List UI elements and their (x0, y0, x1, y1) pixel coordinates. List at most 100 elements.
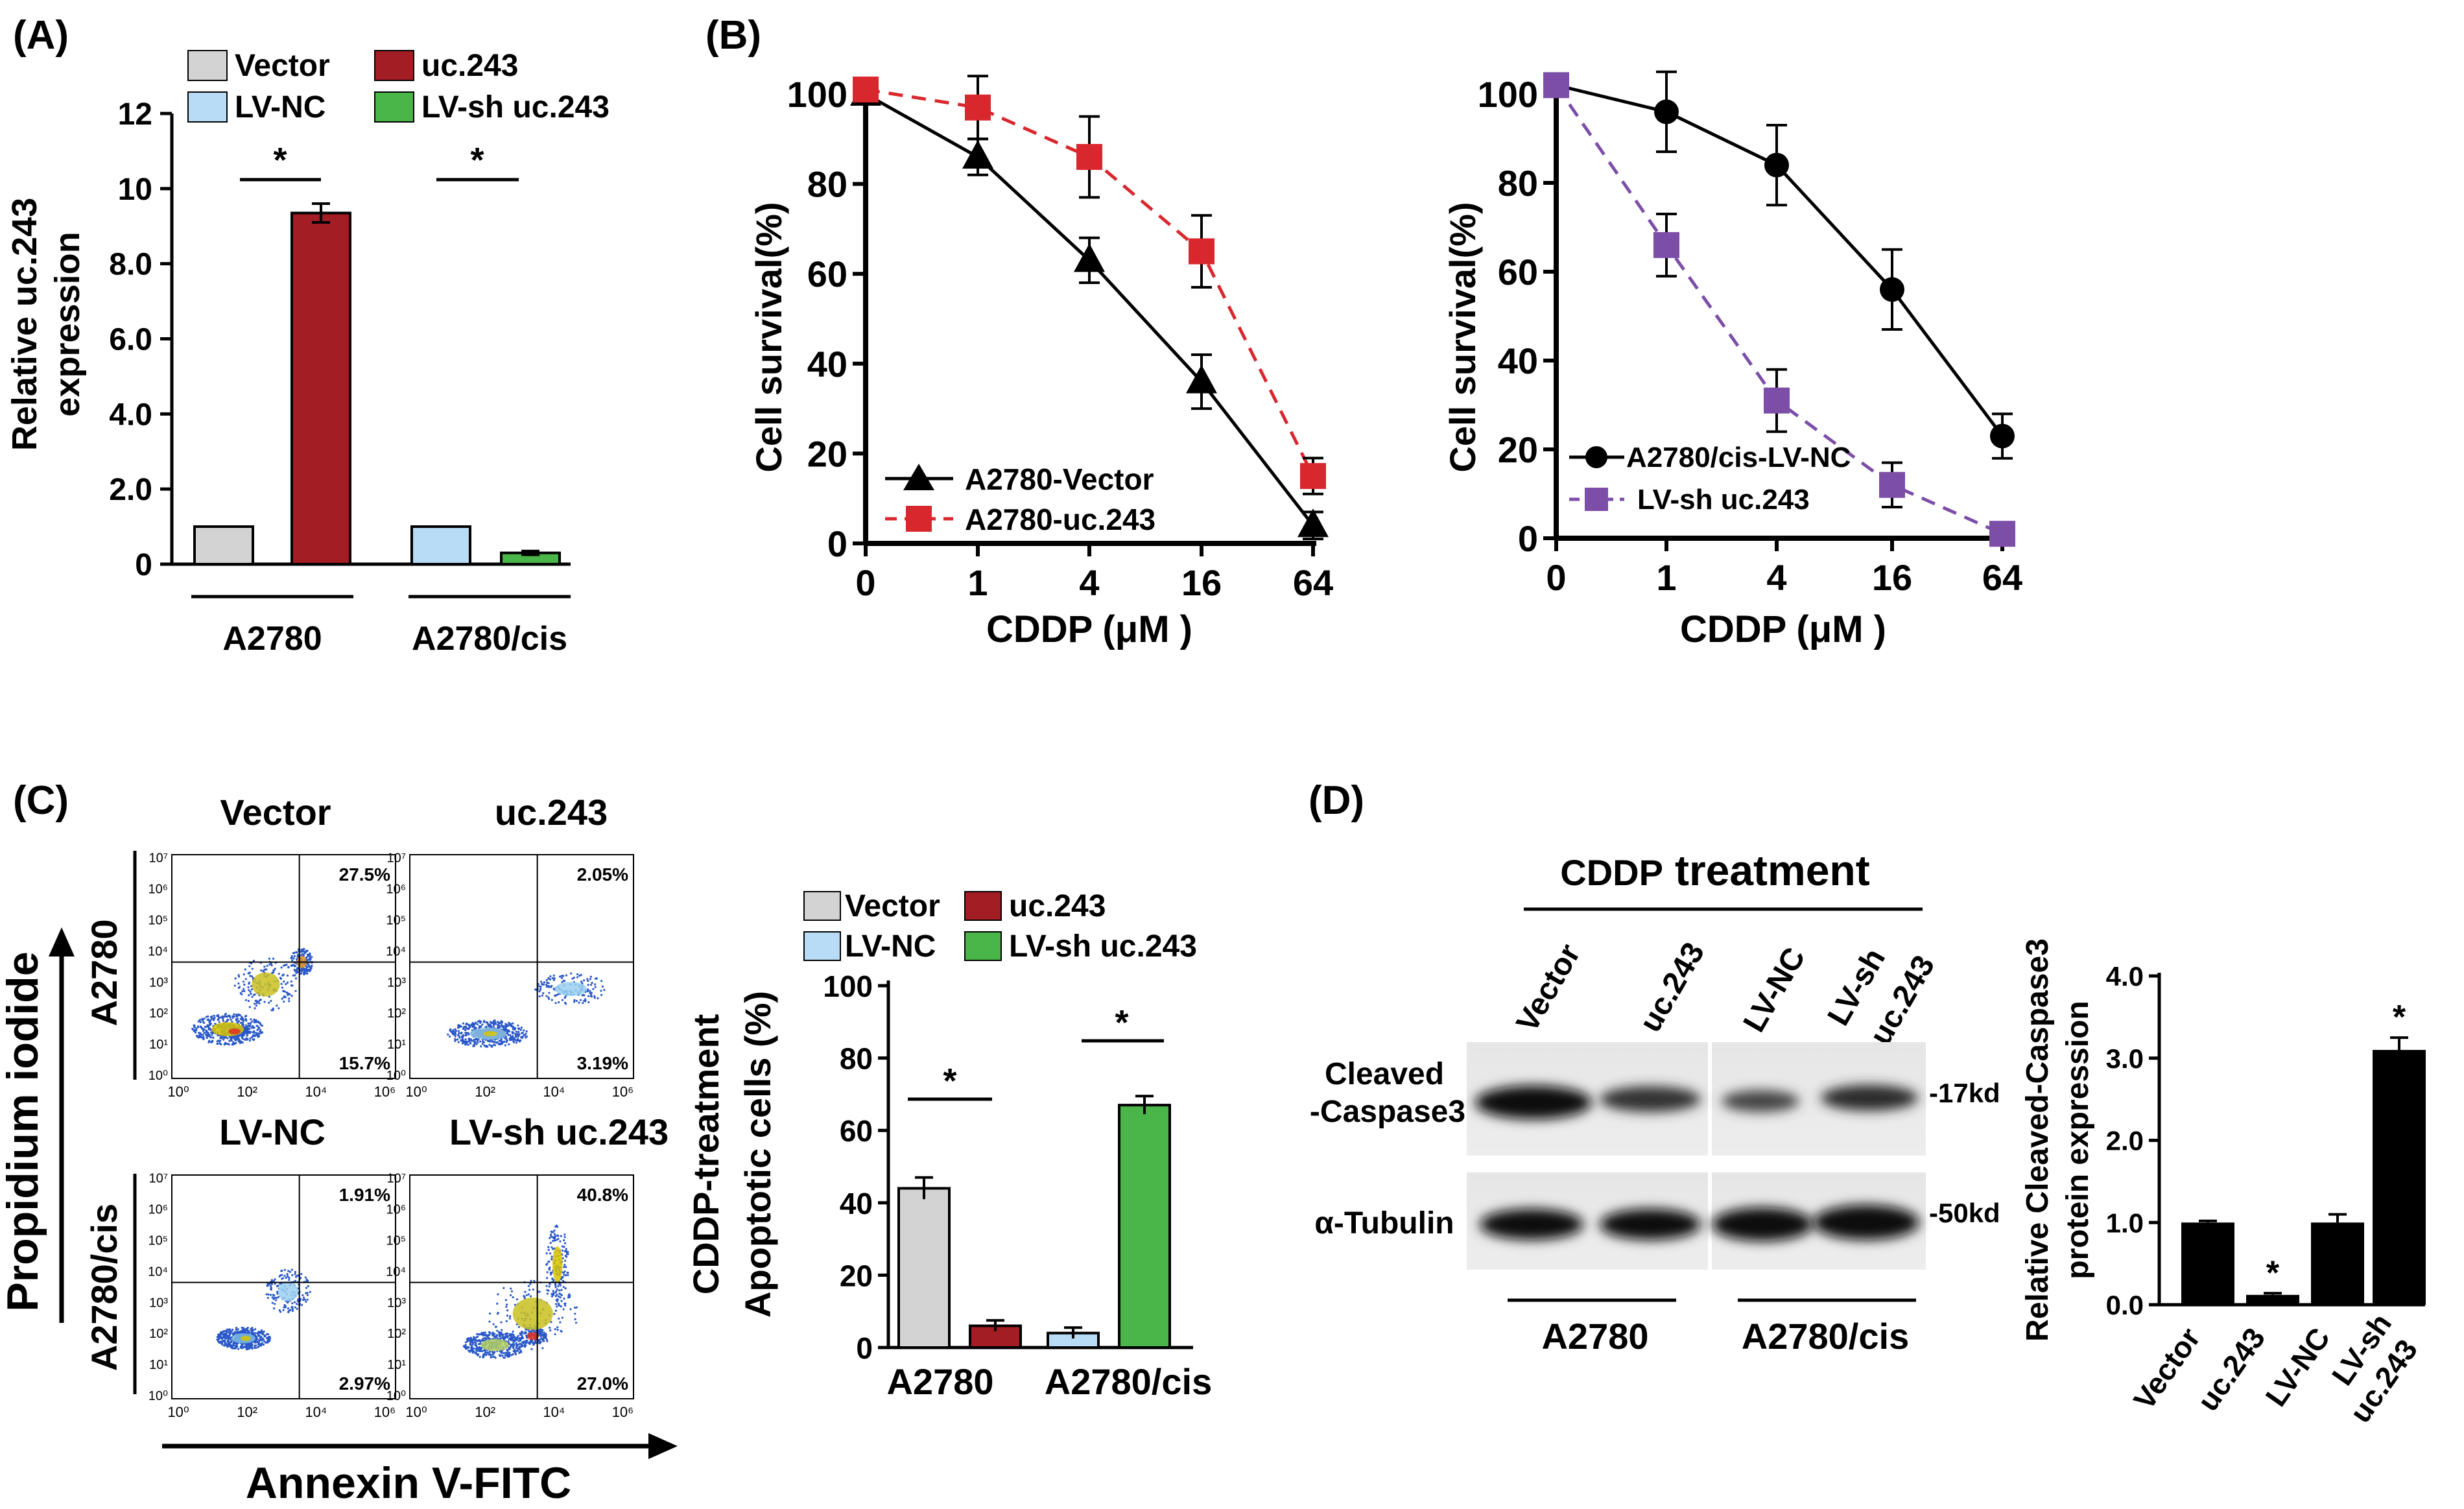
flow-event (551, 1255, 553, 1258)
flow-event (553, 1233, 556, 1235)
flow-event (549, 986, 552, 988)
flow-event (593, 983, 597, 986)
y-axis-label-line2: Apoptotic cells (%) (737, 991, 778, 1318)
flow-event (295, 1275, 298, 1277)
flow-y-tick-label: 10⁷ (387, 1172, 406, 1186)
flow-event (295, 971, 298, 975)
flow-event (512, 1025, 515, 1028)
flow-event (558, 1283, 561, 1285)
group-label-a2780: A2780 (1541, 1316, 1648, 1357)
y-tick-label: 100 (823, 969, 873, 1003)
flow-event (288, 1279, 290, 1281)
flow-event (303, 971, 305, 974)
flow-event (551, 1277, 554, 1281)
panel-b-left-chart: Cell survival(%) 0 20 40 60 80 100 0 1 4 16 64 CDD… (748, 74, 1333, 650)
flow-event (250, 1327, 252, 1330)
flow-event (243, 990, 246, 992)
panel-a-chart: Vector uc.243 LV-NC LV-sh uc.243 Relativ… (5, 49, 610, 658)
flow-event (458, 1036, 461, 1039)
flow-event (272, 1294, 274, 1296)
flow-event (226, 1346, 229, 1348)
flow-event (519, 1039, 522, 1041)
flow-event (554, 1328, 556, 1331)
x-axis-label: Annexin V-FITC (246, 1458, 571, 1508)
flow-event (528, 1342, 532, 1344)
data-point (1654, 99, 1679, 125)
flow-event (281, 1274, 283, 1276)
group-label-a2780cis: A2780/cis (1742, 1316, 1909, 1357)
flow-event (481, 1043, 484, 1045)
legend-label-uc243: uc.243 (1009, 889, 1106, 923)
flow-event (552, 1292, 555, 1294)
flow-event (203, 1028, 206, 1031)
flow-event (501, 1335, 504, 1337)
flow-event (508, 1355, 511, 1358)
flow-event (198, 1034, 201, 1036)
flow-event (482, 1332, 485, 1335)
flow-event (290, 1268, 293, 1271)
flow-event (229, 1338, 232, 1340)
flow-event (244, 999, 248, 1001)
flow-event (561, 1316, 563, 1319)
y-tick-label: 100 (787, 74, 847, 115)
flow-event (225, 1332, 228, 1335)
flow-event (549, 1266, 551, 1269)
flow-event (479, 1026, 482, 1028)
flow-event (249, 1037, 252, 1040)
flow-event (549, 975, 552, 978)
flow-event (493, 1019, 496, 1022)
flow-y-tick-label: 10³ (149, 975, 168, 990)
flow-event (498, 1040, 501, 1042)
flow-event (506, 1030, 509, 1033)
flow-y-tick-label: 10⁴ (148, 1265, 168, 1279)
data-point (1076, 144, 1102, 171)
flow-event (504, 1337, 506, 1340)
flow-event (291, 1302, 294, 1305)
flow-event (564, 1302, 567, 1305)
flow-event (529, 1283, 532, 1285)
flow-event (296, 951, 298, 954)
flow-event (538, 1290, 541, 1293)
flow-density-core (241, 1335, 251, 1341)
flow-event (559, 1240, 562, 1242)
flow-plot: 1.91% 2.97% 10⁰ 10¹ 10² 10³ 10⁴ 10⁵ 10⁶ 10⁷ 10⁰ 10²… (148, 1172, 396, 1420)
flow-event (235, 1344, 238, 1346)
flow-event (541, 983, 543, 986)
flow-event (504, 1027, 507, 1029)
flow-event (241, 990, 244, 993)
flow-event (568, 1293, 571, 1296)
flow-event (454, 1028, 456, 1030)
flow-event (556, 1298, 559, 1301)
flow-event (506, 1303, 508, 1306)
bar (2181, 1222, 2234, 1305)
flow-event (310, 966, 313, 969)
flow-event (201, 1019, 204, 1021)
flow-event (551, 1272, 553, 1274)
flow-event (309, 1290, 311, 1293)
flow-y-tick-label: 10¹ (387, 1038, 406, 1052)
y-tick-label: 20 (1498, 429, 1538, 470)
flow-x-tick-label: 10⁴ (305, 1084, 327, 1100)
flow-event (534, 1342, 537, 1344)
flow-event (563, 1298, 565, 1300)
flow-event (600, 980, 603, 982)
flow-event (475, 1349, 478, 1352)
flow-event (525, 1294, 528, 1296)
flow-event (488, 1320, 491, 1323)
flow-event (501, 1354, 504, 1357)
flow-event (586, 978, 589, 980)
flow-event (497, 1021, 499, 1023)
flow-event (235, 1327, 238, 1329)
flow-event (563, 1246, 565, 1248)
flow-event (479, 1355, 481, 1358)
y-tick-label: 20 (840, 1259, 873, 1292)
y-tick-label: 100 (1478, 74, 1538, 115)
flow-event (464, 1028, 466, 1031)
flow-event (470, 1348, 473, 1351)
flow-y-tick-label: 10⁴ (386, 944, 406, 958)
flow-event (286, 974, 289, 977)
flow-event (541, 994, 544, 997)
flow-event (448, 1035, 451, 1038)
flow-event (521, 1035, 524, 1038)
flow-event (219, 1342, 221, 1344)
